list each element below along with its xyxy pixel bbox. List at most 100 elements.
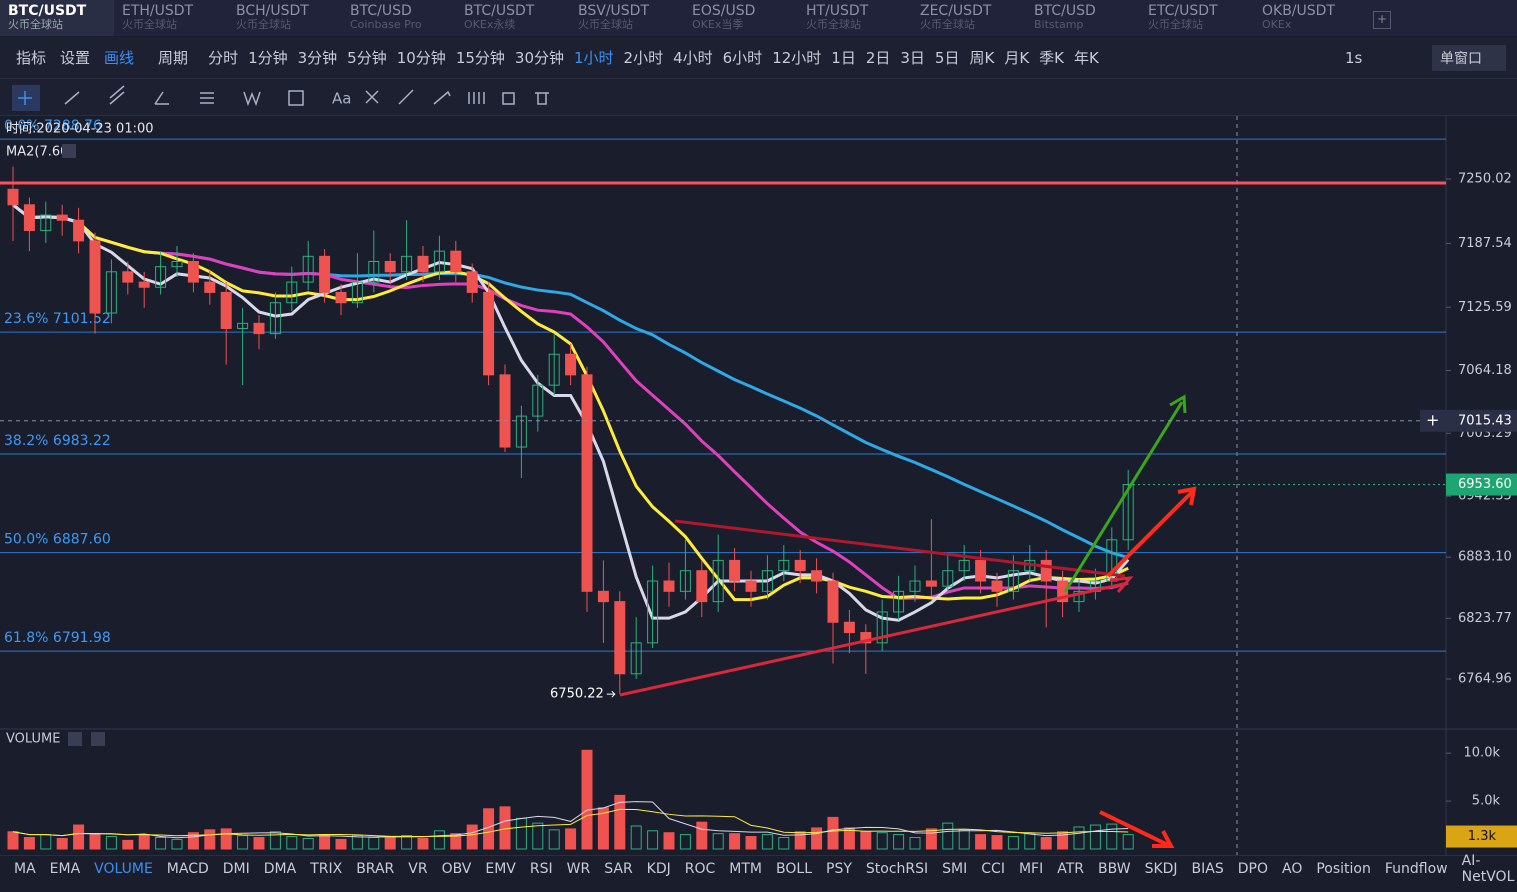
period-button[interactable]: 月K xyxy=(1004,49,1030,67)
brush-tool[interactable] xyxy=(433,90,451,105)
tool-button[interactable]: 指标 xyxy=(16,49,47,67)
indicator-tab[interactable]: BOLL xyxy=(776,860,812,877)
volume-bar xyxy=(466,824,478,850)
visibility-tool[interactable] xyxy=(502,92,515,105)
period-button[interactable]: 3日 xyxy=(900,49,925,67)
pair-tab[interactable]: BCH/USDT 火币全球站 xyxy=(228,0,342,36)
period-button[interactable]: 5日 xyxy=(934,49,960,67)
ruler-tool[interactable] xyxy=(398,89,414,105)
period-button[interactable]: 2小时 xyxy=(623,49,664,67)
volume-bar xyxy=(876,832,888,850)
indicator-tab[interactable]: EMA xyxy=(49,860,81,877)
period-button[interactable]: 1小时 xyxy=(574,49,614,67)
indicator-tab[interactable]: VR xyxy=(408,860,428,877)
candle-body xyxy=(827,580,839,623)
close-box[interactable] xyxy=(62,144,76,158)
indicator-tab[interactable]: RSI xyxy=(529,860,553,877)
window-select[interactable]: 单窗口 xyxy=(1432,44,1506,71)
angle-tool[interactable] xyxy=(154,91,169,105)
indicator-tab[interactable]: AO xyxy=(1282,860,1303,877)
indicator-tab[interactable]: BIAS xyxy=(1191,860,1224,877)
indicator-tab[interactable]: SKDJ xyxy=(1144,860,1178,877)
period-button[interactable]: 30分钟 xyxy=(514,49,564,67)
pair-tab[interactable]: ETC/USDT 火币全球站 xyxy=(1140,0,1254,36)
settings-box[interactable] xyxy=(68,732,82,746)
indicator-tab[interactable]: TRIX xyxy=(310,860,343,877)
pair-tab[interactable]: ZEC/USDT 火币全球站 xyxy=(912,0,1026,36)
pair-tab[interactable]: EOS/USD OKEx当季 xyxy=(684,0,798,36)
add-tab[interactable]: + xyxy=(1373,11,1391,29)
volume-bar xyxy=(1122,834,1134,850)
pair-tab[interactable]: BTC/USDT OKEx永续 xyxy=(456,0,570,36)
indicator-tab[interactable]: KDJ xyxy=(646,860,671,877)
indicator-tab[interactable]: CCI xyxy=(981,860,1005,877)
pair-tab[interactable]: ETH/USDT 火币全球站 xyxy=(114,0,228,36)
pair-name: OKB/USDT xyxy=(1262,3,1335,19)
candle-body xyxy=(925,580,937,587)
indicator-tab[interactable]: DMI xyxy=(222,860,250,877)
delete-tool[interactable] xyxy=(535,92,549,105)
volume-bar xyxy=(302,837,314,850)
crosshair-tool[interactable] xyxy=(18,91,32,105)
text-tool[interactable]: Aa xyxy=(332,90,351,108)
indicator-tab[interactable]: MACD xyxy=(166,860,209,877)
indicator-tab[interactable]: BBW xyxy=(1098,860,1131,877)
indicator-tab[interactable]: StochRSI xyxy=(865,860,929,877)
period-button[interactable]: 12小时 xyxy=(772,49,822,67)
period-button[interactable]: 4小时 xyxy=(673,49,713,67)
indicator-tab[interactable]: EMV xyxy=(485,860,516,877)
period-button[interactable]: 分时 xyxy=(208,49,239,67)
indicator-tab[interactable]: AI-NetVOL xyxy=(1461,852,1515,885)
pair-tab[interactable]: BTC/USD Coinbase Pro xyxy=(342,0,456,36)
indicator-tab[interactable]: BRAR xyxy=(356,860,395,877)
indicator-tab[interactable]: DPO xyxy=(1237,860,1268,877)
measure-tool[interactable] xyxy=(365,90,379,104)
indicator-tab[interactable]: ATR xyxy=(1057,860,1084,877)
indicator-tab[interactable]: SAR xyxy=(604,860,633,877)
period-button[interactable]: 年K xyxy=(1074,49,1099,67)
period-button[interactable]: 10分钟 xyxy=(396,49,446,67)
pair-tab[interactable]: BTC/USDT 火币全球站 xyxy=(0,0,114,36)
indicator-tab[interactable]: Position xyxy=(1316,860,1371,877)
box-tool[interactable] xyxy=(288,90,304,106)
pair-tab[interactable]: OKB/USDT OKEx xyxy=(1254,0,1368,36)
pair-tab[interactable]: HT/USDT 火币全球站 xyxy=(798,0,912,36)
period-button[interactable]: 3分钟 xyxy=(297,49,338,67)
channel-tool[interactable] xyxy=(109,85,125,105)
candle-body xyxy=(401,255,413,273)
line-tool[interactable] xyxy=(64,91,80,105)
pair-tab[interactable]: BSV/USDT 火币全球站 xyxy=(570,0,684,36)
indicator-tab[interactable]: MTM xyxy=(729,860,763,877)
tool-button[interactable]: 画线 xyxy=(104,49,135,67)
indicator-tab[interactable]: DMA xyxy=(263,860,297,877)
lock-tool[interactable] xyxy=(468,92,485,104)
period-button[interactable]: 1日 xyxy=(831,49,856,67)
period-button[interactable]: 2日 xyxy=(865,49,891,67)
pair-tab[interactable]: BTC/USD Bitstamp xyxy=(1026,0,1140,36)
indicator-tab[interactable]: OBV xyxy=(441,860,472,877)
tool-button[interactable]: 设置 xyxy=(60,49,91,67)
period-button[interactable]: 1分钟 xyxy=(248,49,288,67)
refresh-rate[interactable]: 1s xyxy=(1345,48,1363,67)
period-button[interactable]: 5分钟 xyxy=(347,49,387,67)
indicator-tab[interactable]: MFI xyxy=(1018,860,1044,877)
volume-bar xyxy=(237,835,249,850)
period-button[interactable]: 周K xyxy=(969,49,995,67)
period-button[interactable]: 6小时 xyxy=(722,49,763,67)
indicator-tab[interactable]: WR xyxy=(566,860,591,877)
indicator-tab[interactable]: PSY xyxy=(826,860,852,877)
close-box[interactable] xyxy=(91,732,105,746)
wave-tool[interactable] xyxy=(243,91,261,107)
indicator-tab[interactable]: VOLUME xyxy=(94,860,153,877)
period-label[interactable]: 周期 xyxy=(158,49,189,67)
indicator-tab[interactable]: MA xyxy=(14,860,36,877)
indicator-tab[interactable]: ROC xyxy=(684,860,716,877)
period-button[interactable]: 15分钟 xyxy=(455,49,505,67)
fib-tool[interactable] xyxy=(200,92,214,104)
indicator-tab[interactable]: SMI xyxy=(942,860,968,877)
period-button[interactable]: 季K xyxy=(1039,49,1064,67)
volume-bar xyxy=(269,831,281,850)
indicator-tab[interactable]: Fundflow xyxy=(1384,860,1448,877)
volume-ma-line xyxy=(12,808,1129,837)
